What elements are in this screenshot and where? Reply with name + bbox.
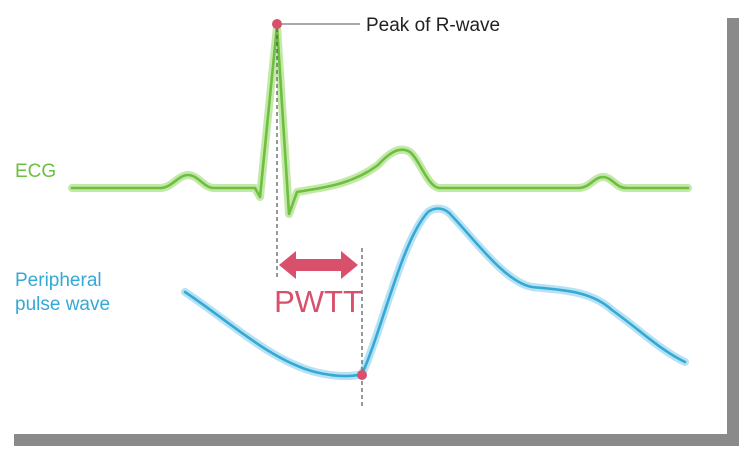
pulse-line — [183, 207, 687, 378]
frame-shadow-right — [727, 18, 739, 446]
ecg-waveform — [68, 22, 692, 218]
r-peak-label: Peak of R-wave — [366, 15, 500, 36]
pwtt-double-arrow — [279, 251, 358, 279]
ecg-line — [70, 24, 690, 216]
pwtt-label: PWTT — [274, 284, 362, 319]
pulse-label-line1: Peripheral — [15, 270, 102, 291]
frame-shadow-bottom — [14, 434, 739, 446]
r-peak-marker — [272, 19, 282, 29]
ecg-label: ECG — [15, 161, 56, 182]
pulse-foot-marker — [357, 370, 367, 380]
pulse-waveform — [181, 204, 689, 380]
pulse-label-line2: pulse wave — [15, 294, 110, 315]
